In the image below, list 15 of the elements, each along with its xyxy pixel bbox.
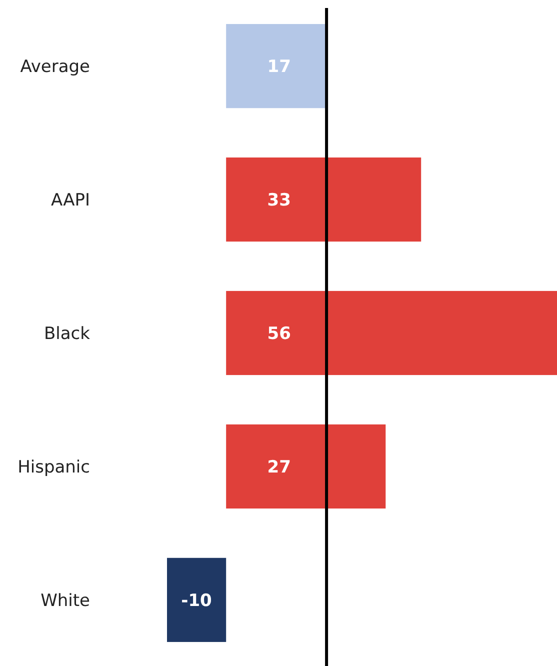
bar — [226, 24, 327, 108]
data-label: 17 — [267, 57, 291, 78]
y-tick-label: White — [40, 590, 90, 611]
data-label: 56 — [267, 324, 291, 344]
data-label: 33 — [267, 190, 291, 210]
bar — [226, 157, 422, 242]
y-tick-label: Average — [20, 57, 90, 78]
data-label: 27 — [267, 457, 291, 478]
bar — [226, 290, 557, 376]
bar — [167, 558, 226, 642]
bar — [226, 424, 386, 509]
y-tick-label: Black — [44, 324, 90, 344]
data-label: -10 — [181, 590, 212, 611]
y-tick-label: Hispanic — [18, 457, 90, 478]
y-tick-label: AAPI — [51, 190, 90, 210]
